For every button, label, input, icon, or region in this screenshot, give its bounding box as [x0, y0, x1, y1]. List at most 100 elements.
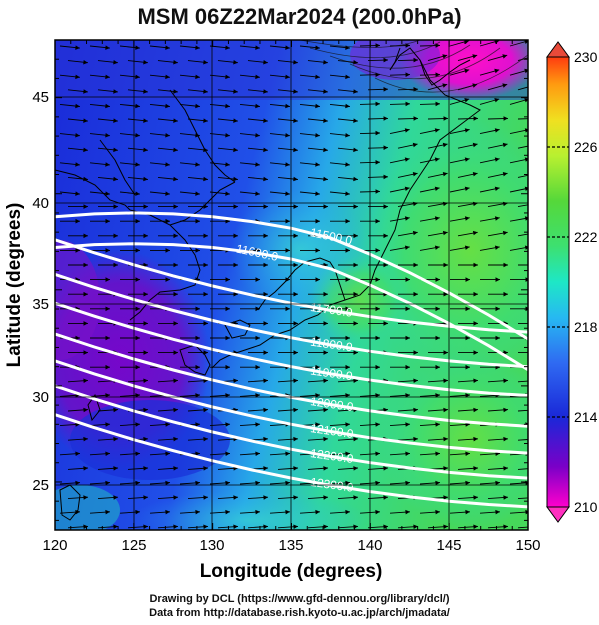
wind-arrow-head — [293, 350, 298, 355]
wind-arrow-head — [165, 509, 170, 515]
wind-arrow-head — [173, 495, 178, 500]
wind-arrow-head — [413, 378, 418, 383]
temperature-field: 11500.011600.011700.011800.011900.012000… — [55, 40, 539, 530]
wind-arrow-head — [404, 128, 410, 133]
wind-arrow-head — [465, 364, 470, 370]
x-axis-label: Longitude (degrees) — [200, 561, 383, 582]
wind-arrow-head — [503, 407, 508, 413]
wind-arrow-head — [353, 291, 358, 297]
wind-arrow-head — [233, 118, 238, 123]
wind-arrow-head — [345, 162, 350, 167]
wind-arrow-head — [494, 186, 500, 191]
wind-arrow-head — [473, 407, 478, 413]
wind-arrow-head — [524, 68, 528, 74]
wind-arrow-head — [323, 407, 328, 413]
wind-arrow-head — [405, 72, 410, 77]
wind-arrow-head — [473, 524, 478, 529]
wind-arrow-head — [473, 116, 478, 121]
wind-arrow-head — [195, 306, 200, 312]
wind-arrow-head — [443, 524, 448, 529]
wind-arrow-head — [143, 321, 148, 326]
wind-arrow-head — [83, 89, 88, 94]
wind-arrow-head — [113, 495, 118, 500]
wind-arrow-head — [203, 466, 208, 471]
wind-arrow-head — [383, 87, 388, 92]
wind-arrow-head — [173, 89, 178, 94]
wind-arrow-head — [345, 103, 350, 109]
wind-arrow-head — [173, 204, 178, 209]
wind-arrow-head — [135, 133, 140, 138]
wind-arrow — [517, 497, 528, 500]
wind-arrow-head — [323, 118, 328, 123]
wind-arrow-head — [473, 321, 478, 326]
wind-arrow-head — [233, 176, 238, 182]
wind-arrow-head — [293, 118, 298, 123]
wind-arrow-head — [443, 378, 448, 383]
wind-arrow-head — [435, 393, 440, 398]
wind-arrow-head — [255, 364, 260, 370]
wind-arrow-head — [533, 495, 538, 500]
wind-arrow-head — [293, 176, 298, 182]
wind-arrow-head — [263, 495, 268, 500]
credits: Drawing by DCL (https://www.gfd-dennou.o… — [0, 592, 599, 620]
wind-arrow-head — [165, 45, 170, 50]
wind-arrow-head — [503, 116, 508, 121]
wind-arrow-head — [404, 157, 410, 162]
wind-arrow-head — [315, 45, 320, 50]
wind-arrow-head — [83, 204, 88, 209]
wind-arrow-head — [75, 248, 80, 253]
x-tick-labels: 120 125 130 135 140 145 150 — [42, 537, 540, 554]
wind-arrow-head — [532, 83, 537, 87]
wind-arrow-head — [345, 509, 350, 515]
wind-arrow-head — [434, 186, 440, 191]
wind-arrow-head — [143, 204, 148, 209]
wind-arrow-head — [165, 218, 170, 224]
wind-arrow-head — [285, 480, 290, 486]
wind-arrow-head — [233, 495, 238, 500]
credit-line-2: Data from http://database.rish.kyoto-u.a… — [149, 607, 450, 619]
wind-arrow-head — [413, 407, 418, 413]
wind-arrow-head — [473, 466, 478, 471]
wind-arrow-head — [465, 509, 470, 515]
wind-arrow-head — [533, 172, 538, 176]
wind-arrow-head — [495, 335, 500, 341]
wind-arrow-head — [195, 45, 200, 50]
contour-label: 11800.0 — [309, 335, 353, 355]
wind-arrow-head — [443, 262, 448, 268]
wind-arrow-head — [405, 335, 410, 341]
wind-arrow-head — [263, 524, 268, 529]
wind-arrow-head — [375, 480, 380, 486]
wind-arrow-head — [345, 393, 350, 398]
wind-arrow-head — [533, 466, 538, 471]
wind-arrow-head — [375, 218, 380, 224]
wind-arrow-head — [225, 162, 230, 167]
wind-arrow-head — [532, 54, 537, 58]
wind-arrow-head — [143, 407, 148, 413]
wind-arrow-head — [345, 74, 350, 80]
wind-arrow-head — [255, 306, 260, 312]
wind-arrow-head — [105, 74, 110, 80]
contour-label: 12100.0 — [309, 421, 354, 441]
wind-arrow-head — [75, 422, 80, 427]
wind-arrow-head — [375, 335, 380, 341]
wind-arrow-head — [143, 524, 148, 529]
wind-arrow-head — [442, 54, 448, 59]
wind-arrow-head — [375, 43, 380, 48]
wind-arrow-head — [534, 116, 539, 121]
wind-arrow-head — [323, 350, 328, 355]
wind-arrow-head — [173, 262, 178, 268]
wind-arrow-head — [323, 378, 328, 383]
wind-arrow-head — [383, 321, 388, 326]
wind-arrow-head — [345, 218, 350, 224]
wind-arrow-head — [413, 524, 418, 529]
wind-arrow-head — [465, 306, 470, 312]
x-tick-label: 140 — [357, 537, 382, 554]
wind-arrow-head — [375, 248, 380, 253]
wind-arrow-head — [173, 233, 178, 239]
wind-arrow-head — [203, 60, 208, 65]
wind-arrow-head — [503, 436, 508, 442]
wind-arrow-head — [143, 176, 148, 182]
wind-arrow-head — [135, 393, 140, 398]
wind-arrow-head — [533, 202, 538, 206]
axis-ticks — [54, 39, 529, 530]
